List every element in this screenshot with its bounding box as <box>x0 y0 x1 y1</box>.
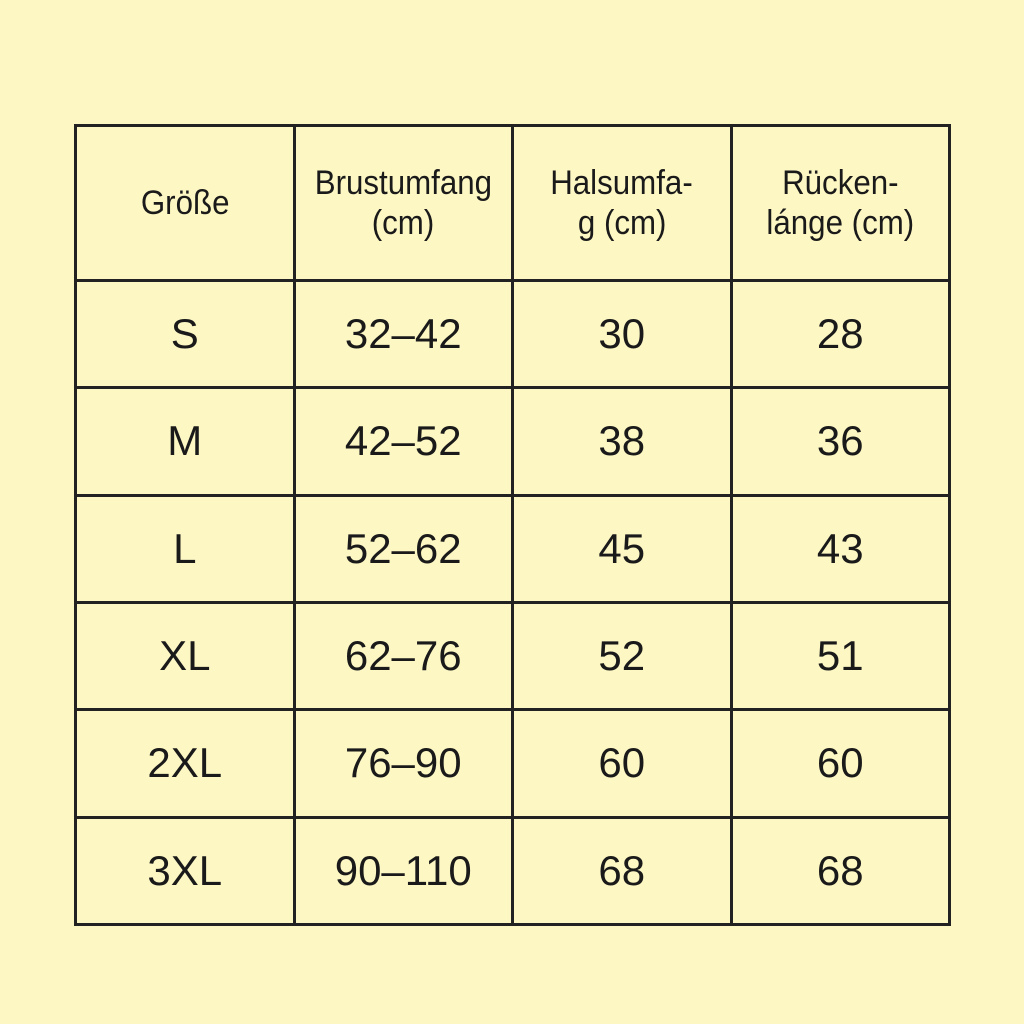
header-size: Größe <box>74 124 296 282</box>
cell-chest: 90–110 <box>292 815 514 927</box>
cell-size: S <box>74 278 296 390</box>
cell-chest: 42–52 <box>292 386 514 497</box>
cell-back-length: 43 <box>729 493 951 604</box>
cell-chest: 52–62 <box>292 493 514 604</box>
cell-chest: 32–42 <box>292 278 514 390</box>
cell-neck: 38 <box>511 386 733 497</box>
cell-size: M <box>74 386 296 497</box>
table-row: 3XL 90–110 68 68 <box>74 815 951 927</box>
table-row: S 32–42 30 28 <box>74 278 951 390</box>
table-row: XL 62–76 52 51 <box>74 600 951 712</box>
cell-back-length: 68 <box>729 815 951 927</box>
table-row: M 42–52 38 36 <box>74 386 951 497</box>
cell-neck: 30 <box>511 278 733 390</box>
cell-back-length: 36 <box>729 386 951 497</box>
cell-chest: 76–90 <box>292 708 514 819</box>
cell-chest: 62–76 <box>292 600 514 712</box>
cell-neck: 68 <box>511 815 733 927</box>
header-row: Größe Brustumfang (cm) Halsumfa-g (cm) Rü… <box>74 124 951 282</box>
size-chart-table: Größe Brustumfang (cm) Halsumfa-g (cm) Rü… <box>74 124 951 927</box>
table-row: L 52–62 45 43 <box>74 493 951 604</box>
cell-size: L <box>74 493 296 604</box>
cell-size: 3XL <box>74 815 296 927</box>
header-chest: Brustumfang (cm) <box>292 124 514 282</box>
cell-back-length: 51 <box>729 600 951 712</box>
cell-neck: 45 <box>511 493 733 604</box>
cell-back-length: 28 <box>729 278 951 390</box>
header-back-length: Rücken-lánge (cm) <box>729 124 951 282</box>
cell-size: XL <box>74 600 296 712</box>
header-neck: Halsumfa-g (cm) <box>511 124 733 282</box>
cell-neck: 60 <box>511 708 733 819</box>
cell-size: 2XL <box>74 708 296 819</box>
cell-neck: 52 <box>511 600 733 712</box>
cell-back-length: 60 <box>729 708 951 819</box>
table-row: 2XL 76–90 60 60 <box>74 708 951 819</box>
